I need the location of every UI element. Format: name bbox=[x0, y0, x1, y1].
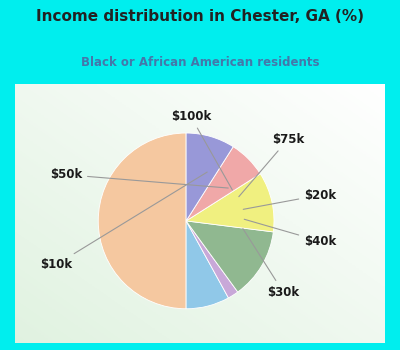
Text: $40k: $40k bbox=[244, 219, 336, 248]
Wedge shape bbox=[186, 221, 238, 298]
Text: Black or African American residents: Black or African American residents bbox=[81, 56, 319, 70]
Wedge shape bbox=[186, 133, 233, 221]
Wedge shape bbox=[98, 133, 186, 309]
Text: $10k: $10k bbox=[40, 172, 207, 271]
Wedge shape bbox=[186, 221, 273, 292]
Wedge shape bbox=[186, 174, 274, 232]
Text: $75k: $75k bbox=[239, 133, 304, 197]
Wedge shape bbox=[186, 147, 260, 221]
Text: $100k: $100k bbox=[171, 110, 232, 190]
Text: $20k: $20k bbox=[243, 189, 336, 209]
Text: Income distribution in Chester, GA (%): Income distribution in Chester, GA (%) bbox=[36, 9, 364, 24]
Text: $50k: $50k bbox=[50, 168, 228, 188]
Text: $30k: $30k bbox=[243, 229, 299, 299]
Wedge shape bbox=[186, 221, 228, 309]
